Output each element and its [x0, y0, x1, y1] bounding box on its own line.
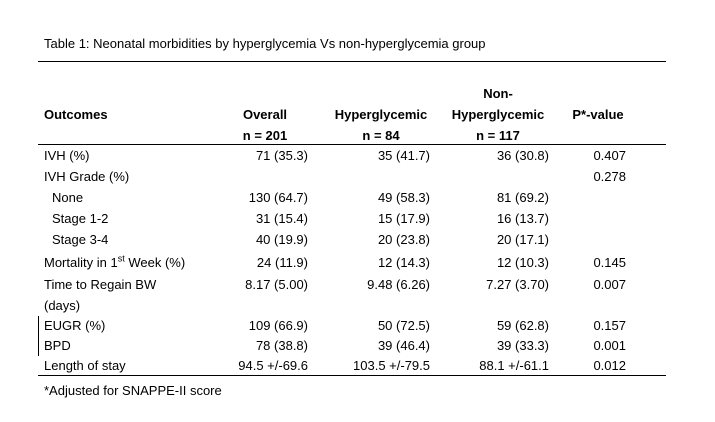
header-non-hyperglycemic-line1: Non-	[483, 86, 513, 101]
header-p-value-label: P*-value	[572, 107, 624, 122]
row-label-pre: Mortality in 1	[44, 255, 118, 270]
cell-p-value: 0.001	[593, 338, 626, 353]
row-label: (days)	[44, 298, 81, 313]
cell-p-value: 0.145	[593, 255, 626, 270]
header-outcomes: Outcomes	[44, 104, 108, 125]
cell-non-hyperglycemic: 59 (62.8)	[496, 318, 549, 333]
row-label: IVH (%)	[44, 148, 90, 163]
cell-p-value: 0.407	[593, 148, 626, 163]
header-hyperglycemic: Hyperglycemic n = 84	[326, 83, 436, 146]
cell-p-value: 0.007	[593, 277, 626, 292]
table-header-rule	[38, 144, 666, 145]
cell-p-value: 0.157	[593, 318, 626, 333]
table-row: Stage 1-2 31 (15.4) 15 (17.9) 16 (13.7)	[0, 208, 715, 229]
cell-non-hyperglycemic: 39 (33.3)	[496, 338, 549, 353]
cell-non-hyperglycemic: 88.1 +/-61.1	[479, 358, 549, 373]
table-footnote: *Adjusted for SNAPPE-II score	[44, 383, 222, 398]
cell-p-value: 0.278	[593, 169, 626, 184]
table-row: Time to Regain BW 8.17 (5.00) 9.48 (6.26…	[0, 274, 715, 295]
header-overall-n: n = 201	[242, 128, 288, 143]
table-bottom-rule	[38, 375, 666, 376]
cell-non-hyperglycemic: 16 (13.7)	[496, 211, 549, 226]
cell-overall: 109 (66.9)	[248, 318, 308, 333]
table-row: None 130 (64.7) 49 (58.3) 81 (69.2)	[0, 187, 715, 208]
cell-hyperglycemic: 35 (41.7)	[377, 148, 430, 163]
header-non-hyperglycemic: Non- Hyperglycemic n = 117	[444, 83, 552, 146]
row-label: EUGR (%)	[44, 318, 106, 333]
row-label: Stage 1-2	[52, 211, 109, 226]
table-top-rule	[38, 61, 666, 62]
row-label: Mortality in 1st Week (%)	[44, 252, 185, 273]
header-p-value: P*-value	[562, 104, 634, 125]
cell-hyperglycemic: 12 (14.3)	[377, 255, 430, 270]
cell-overall: 8.17 (5.00)	[245, 277, 308, 292]
row-label-post: Week (%)	[124, 255, 186, 270]
cell-hyperglycemic: 15 (17.9)	[377, 211, 430, 226]
cell-overall: 31 (15.4)	[255, 211, 308, 226]
cell-overall: 71 (35.3)	[255, 148, 308, 163]
row-label: Length of stay	[44, 358, 126, 373]
cell-non-hyperglycemic: 36 (30.8)	[496, 148, 549, 163]
table-row: IVH Grade (%) 0.278	[0, 166, 715, 187]
row-label-superscript: st	[117, 253, 125, 264]
cell-non-hyperglycemic: 20 (17.1)	[496, 232, 549, 247]
table-left-border	[38, 316, 39, 356]
table-row: Stage 3-4 40 (19.9) 20 (23.8) 20 (17.1)	[0, 229, 715, 250]
row-label: BPD	[44, 338, 71, 353]
cell-non-hyperglycemic: 7.27 (3.70)	[486, 277, 549, 292]
cell-hyperglycemic: 103.5 +/-79.5	[353, 358, 430, 373]
header-overall: Overall n = 201	[230, 83, 300, 146]
table-caption: Table 1: Neonatal morbidities by hypergl…	[44, 36, 486, 51]
cell-overall: 78 (38.8)	[255, 338, 308, 353]
row-label: IVH Grade (%)	[44, 169, 130, 184]
cell-non-hyperglycemic: 81 (69.2)	[496, 190, 549, 205]
cell-non-hyperglycemic: 12 (10.3)	[496, 255, 549, 270]
row-label: Time to Regain BW	[44, 277, 157, 292]
header-non-hyperglycemic-line2: Hyperglycemic	[451, 107, 545, 122]
header-hyperglycemic-n: n = 84	[362, 128, 400, 143]
cell-p-value: 0.012	[593, 358, 626, 373]
cell-hyperglycemic: 9.48 (6.26)	[367, 277, 430, 292]
header-overall-title: Overall	[242, 107, 288, 122]
table-row: Length of stay 94.5 +/-69.6 103.5 +/-79.…	[0, 355, 715, 376]
cell-overall: 24 (11.9)	[256, 255, 308, 270]
cell-hyperglycemic: 50 (72.5)	[377, 318, 430, 333]
cell-overall: 94.5 +/-69.6	[238, 358, 308, 373]
cell-hyperglycemic: 39 (46.4)	[377, 338, 430, 353]
cell-hyperglycemic: 49 (58.3)	[377, 190, 430, 205]
row-label: Stage 3-4	[52, 232, 109, 247]
header-hyperglycemic-title: Hyperglycemic	[334, 107, 428, 122]
table-row: EUGR (%) 109 (66.9) 50 (72.5) 59 (62.8) …	[0, 315, 715, 336]
cell-hyperglycemic: 20 (23.8)	[377, 232, 430, 247]
table-row: IVH (%) 71 (35.3) 35 (41.7) 36 (30.8) 0.…	[0, 145, 715, 166]
table-row: Mortality in 1st Week (%) 24 (11.9) 12 (…	[0, 252, 715, 273]
header-non-hyperglycemic-n: n = 117	[476, 128, 520, 143]
cell-overall: 130 (64.7)	[248, 190, 308, 205]
table-row: BPD 78 (38.8) 39 (46.4) 39 (33.3) 0.001	[0, 335, 715, 356]
cell-overall: 40 (19.9)	[255, 232, 308, 247]
row-label: None	[52, 190, 84, 205]
table-row: (days)	[0, 295, 715, 316]
header-outcomes-label: Outcomes	[44, 107, 108, 122]
